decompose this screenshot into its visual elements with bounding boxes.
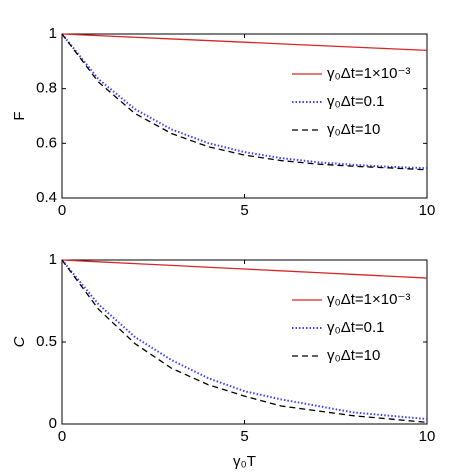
plot-frame [61,33,428,199]
legend-label: γ₀Δt=10 [327,121,380,138]
x-tick-label: 5 [240,428,248,445]
legend-label: γ₀Δt=1×10⁻³ [327,65,410,82]
series-line [61,259,428,424]
y-tick-label: 0.5 [36,333,57,350]
x-tick-label: 5 [240,202,248,219]
legend-label: γ₀Δt=1×10⁻³ [327,291,410,308]
series-line [61,259,428,421]
x-tick-label: 0 [58,202,66,219]
y-tick-label: 0 [49,415,57,432]
plot-frame [61,259,428,425]
legend-label: γ₀Δt=0.1 [327,93,385,110]
series-line [61,259,428,279]
x-tick-label: 10 [419,428,436,445]
y-tick-label: 0.4 [36,189,57,206]
y-tick-label: 0.6 [36,134,57,151]
x-axis-label: γ₀T [233,453,256,470]
y-tick-label: 1 [49,251,57,268]
y-tick-label: 1 [49,25,57,42]
y-axis-label: F [11,111,28,120]
series-line [61,33,428,52]
x-tick-label: 10 [419,202,436,219]
y-tick-label: 0.8 [36,80,57,97]
legend-label: γ₀Δt=0.1 [327,319,385,336]
y-axis-label: C [11,336,28,347]
x-tick-label: 0 [58,428,66,445]
legend-label: γ₀Δt=10 [327,347,380,364]
series-line [61,33,428,171]
